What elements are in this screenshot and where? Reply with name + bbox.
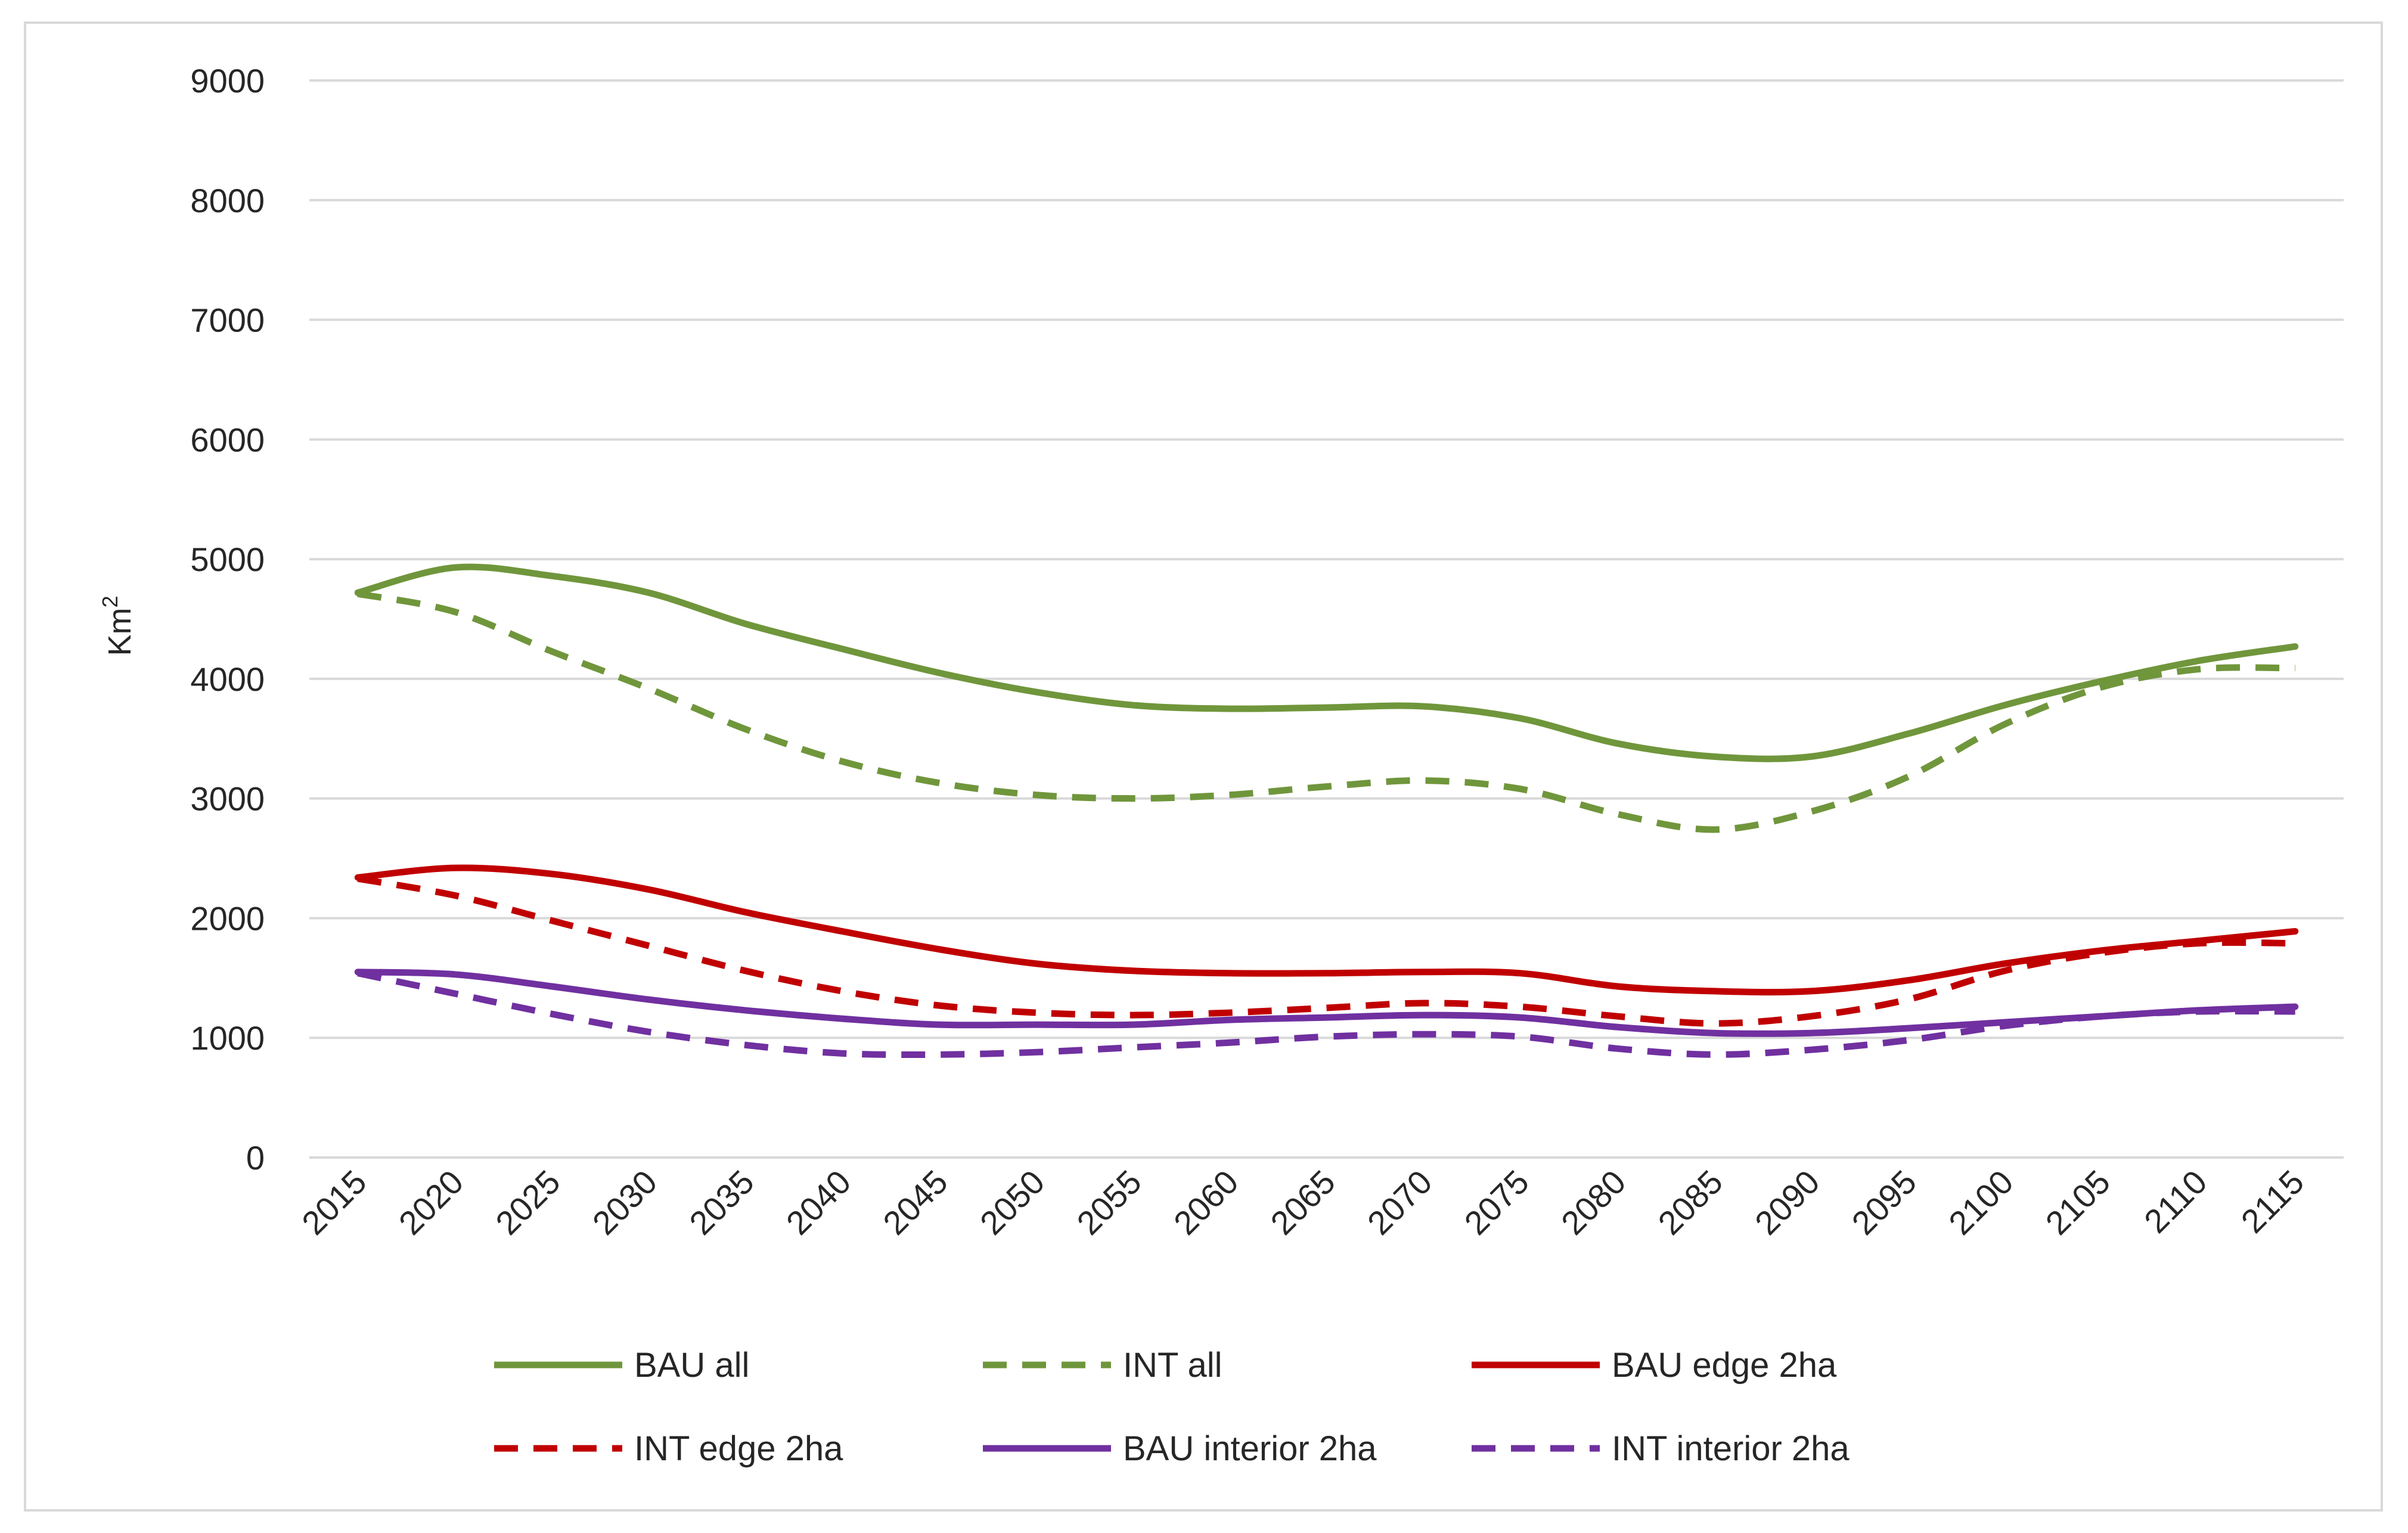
x-tick-label: 2070	[1360, 1163, 1439, 1242]
legend-label-int-interior-2ha: INT interior 2ha	[1612, 1429, 1850, 1468]
x-axis-ticks: 2015 2020 2025 2030 2035 2040 2045 2050 2055 2060…	[294, 1163, 2311, 1242]
x-tick-label: 2045	[876, 1163, 955, 1242]
y-tick-label: 9000	[190, 62, 265, 100]
gridlines	[309, 79, 2344, 1159]
x-tick-label: 2115	[2234, 1163, 2311, 1240]
x-tick-label: 2100	[1941, 1163, 2021, 1242]
x-tick-label: 2080	[1554, 1163, 1633, 1242]
x-tick-label: 2095	[1844, 1163, 1923, 1242]
x-tick-label: 2090	[1748, 1163, 1827, 1242]
legend-label-bau-interior-2ha: BAU interior 2ha	[1123, 1429, 1377, 1468]
chart-area: 0 1000 2000 3000 4000 5000 6000 7000 8000 9000 20…	[24, 21, 2383, 1512]
series-lines	[354, 563, 2299, 1059]
legend-label-bau-all: BAU all	[634, 1346, 749, 1385]
y-axis-title: Km2	[98, 595, 138, 656]
y-tick-label: 8000	[190, 182, 265, 219]
x-tick-label: 2050	[973, 1163, 1052, 1242]
x-tick-label: 2040	[779, 1163, 858, 1242]
y-tick-label: 4000	[190, 660, 265, 698]
x-tick-label: 2105	[2038, 1163, 2118, 1242]
y-tick-label: 7000	[190, 302, 265, 339]
y-tick-label: 2000	[190, 899, 265, 937]
x-tick-label: 2055	[1069, 1163, 1149, 1242]
series-line-int-all	[357, 590, 2295, 833]
x-tick-label: 2085	[1650, 1163, 1730, 1242]
y-tick-label: 6000	[190, 421, 265, 458]
series-line-bau-edge-2ha	[354, 864, 2299, 996]
y-tick-label: 0	[246, 1139, 265, 1177]
legend: BAU all INT all BAU edge 2ha INT edge 2ha BA…	[494, 1346, 1850, 1468]
x-tick-label: 2110	[2137, 1163, 2214, 1240]
legend-label-bau-edge-2ha: BAU edge 2ha	[1612, 1346, 1837, 1385]
x-tick-label: 2030	[585, 1163, 665, 1242]
y-tick-label: 1000	[190, 1019, 265, 1057]
y-axis-ticks: 0 1000 2000 3000 4000 5000 6000 7000 8000 9000	[190, 62, 265, 1177]
x-tick-label: 2060	[1166, 1163, 1246, 1242]
line-chart: 0 1000 2000 3000 4000 5000 6000 7000 8000 9000 20…	[98, 62, 2344, 1468]
x-tick-label: 2075	[1457, 1163, 1536, 1242]
legend-label-int-edge-2ha: INT edge 2ha	[634, 1429, 843, 1468]
x-tick-label: 2035	[682, 1163, 761, 1242]
y-tick-label: 5000	[190, 541, 265, 578]
x-tick-label: 2015	[294, 1163, 374, 1242]
series-line-int-edge-2ha	[357, 875, 2295, 1027]
legend-label-int-all: INT all	[1123, 1346, 1222, 1385]
series-line-bau-interior-2ha	[354, 969, 2299, 1037]
x-tick-label: 2025	[488, 1163, 567, 1242]
x-tick-label: 2065	[1263, 1163, 1342, 1242]
series-line-bau-all	[354, 563, 2299, 762]
y-tick-label: 3000	[190, 780, 265, 818]
x-tick-label: 2020	[392, 1163, 471, 1242]
series-line-int-interior-2ha	[357, 970, 2295, 1059]
